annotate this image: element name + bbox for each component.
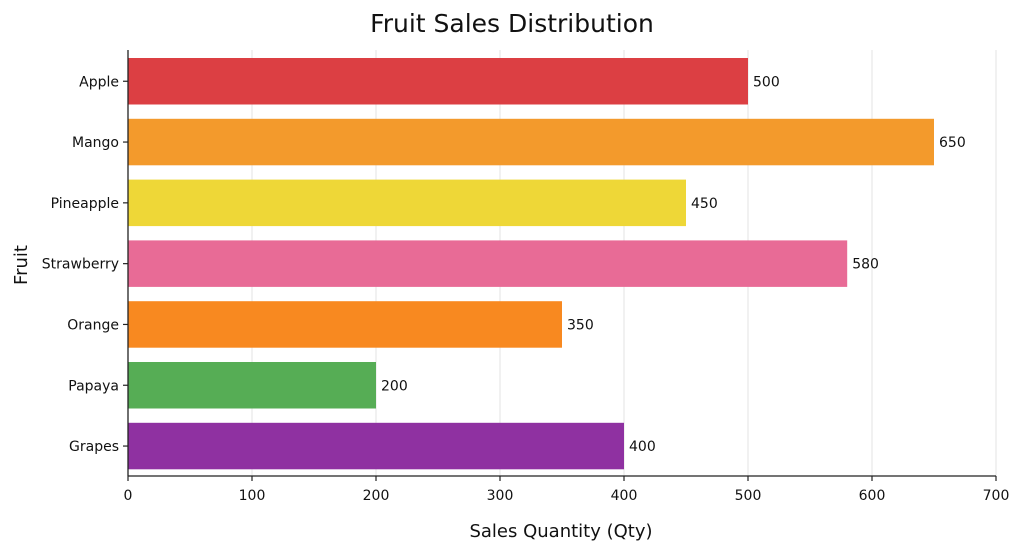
labels-layer: 500 Apple 650 Mango 450 Pineapple 580 Strawberr…	[42, 74, 1010, 504]
x-tick-label-600: 600	[859, 488, 886, 504]
data-label-apple: 500	[753, 74, 780, 90]
x-tick-label-500: 500	[735, 488, 762, 504]
bar-grapes	[128, 422, 624, 470]
y-tick-label-strawberry: Strawberry	[42, 257, 119, 273]
x-tick-label-400: 400	[611, 488, 638, 504]
x-tick-label-200: 200	[363, 488, 390, 504]
data-label-orange: 350	[567, 317, 594, 333]
chart-title: Fruit Sales Distribution	[370, 9, 654, 38]
data-label-grapes: 400	[629, 439, 656, 455]
bars-layer	[128, 58, 934, 470]
bar-mango	[128, 118, 934, 166]
bar-pineapple	[128, 179, 686, 227]
bar-orange	[128, 301, 562, 348]
bar-papaya	[128, 362, 376, 409]
x-tick-label-300: 300	[487, 488, 514, 504]
y-tick-label-apple: Apple	[79, 74, 119, 90]
y-tick-label-papaya: Papaya	[68, 378, 119, 394]
bar-apple	[128, 58, 748, 105]
y-tick-label-mango: Mango	[72, 135, 119, 151]
x-tick-label-0: 0	[124, 488, 133, 504]
y-tick-label-orange: Orange	[67, 317, 119, 333]
data-label-papaya: 200	[381, 378, 408, 394]
data-label-strawberry: 580	[852, 257, 879, 273]
y-axis-title: Fruit	[11, 245, 32, 285]
data-label-pineapple: 450	[691, 196, 718, 212]
x-tick-label-100: 100	[239, 488, 266, 504]
data-label-mango: 650	[939, 135, 966, 151]
bar-strawberry	[128, 240, 848, 287]
axes-layer	[123, 50, 997, 481]
y-tick-label-grapes: Grapes	[69, 439, 119, 455]
x-axis-title: Sales Quantity (Qty)	[469, 521, 652, 542]
y-tick-label-pineapple: Pineapple	[51, 196, 119, 212]
x-tick-label-700: 700	[983, 488, 1010, 504]
